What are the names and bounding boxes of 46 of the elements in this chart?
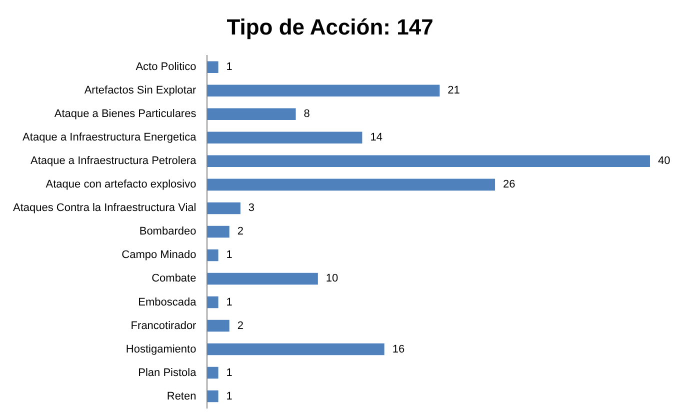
data-label: 10 bbox=[326, 272, 338, 285]
bar bbox=[207, 272, 318, 285]
data-label: 1 bbox=[226, 61, 232, 74]
y-tick-label: Hostigamiento bbox=[126, 343, 196, 356]
data-label: 1 bbox=[226, 366, 232, 379]
y-tick-label: Plan Pistola bbox=[138, 366, 198, 379]
y-tick-label: Reten bbox=[166, 390, 196, 402]
y-tick-label: Acto Politico bbox=[136, 61, 196, 74]
data-label: 3 bbox=[248, 202, 255, 214]
bar bbox=[207, 61, 218, 74]
data-label: 2 bbox=[237, 320, 244, 332]
bar bbox=[207, 226, 230, 238]
bar bbox=[207, 132, 362, 144]
bar bbox=[207, 202, 240, 214]
bar bbox=[207, 155, 650, 168]
data-label: 1 bbox=[226, 390, 232, 402]
bar bbox=[207, 296, 218, 308]
chart-title: Tipo de Acción: 147 bbox=[226, 14, 434, 40]
bar bbox=[207, 84, 440, 97]
data-label: 1 bbox=[226, 296, 232, 308]
data-label: 1 bbox=[226, 249, 232, 262]
y-tick-label: Bombardeo bbox=[139, 226, 196, 238]
data-label: 40 bbox=[658, 155, 670, 168]
y-tick-label: Ataque a Infraestructura Petrolera bbox=[30, 155, 198, 168]
bar bbox=[207, 108, 296, 120]
y-tick-label: Francotirador bbox=[130, 320, 197, 332]
bar bbox=[207, 343, 384, 356]
y-tick-label: Artefactos Sin Explotar bbox=[84, 84, 197, 97]
bar bbox=[207, 178, 496, 191]
data-label: 2 bbox=[237, 226, 244, 238]
bar bbox=[207, 390, 218, 402]
data-label: 14 bbox=[370, 132, 382, 144]
bar bbox=[207, 249, 218, 262]
data-label: 26 bbox=[503, 178, 516, 191]
data-label: 16 bbox=[392, 343, 405, 356]
data-label: 8 bbox=[304, 108, 310, 120]
y-tick-label: Ataques Contra la Infraestructura Vial bbox=[12, 202, 196, 214]
y-tick-label: Campo Minado bbox=[122, 249, 196, 262]
bar bbox=[207, 366, 218, 379]
data-label: 21 bbox=[448, 84, 460, 97]
y-tick-label: Ataque con artefacto explosivo bbox=[46, 178, 196, 191]
y-tick-label: Ataque a Bienes Particulares bbox=[54, 108, 197, 120]
bar bbox=[207, 320, 230, 332]
y-tick-label: Emboscada bbox=[138, 296, 198, 308]
y-tick-label: Ataque a Infraestructura Energetica bbox=[22, 132, 198, 144]
y-tick-label: Combate bbox=[152, 272, 196, 285]
